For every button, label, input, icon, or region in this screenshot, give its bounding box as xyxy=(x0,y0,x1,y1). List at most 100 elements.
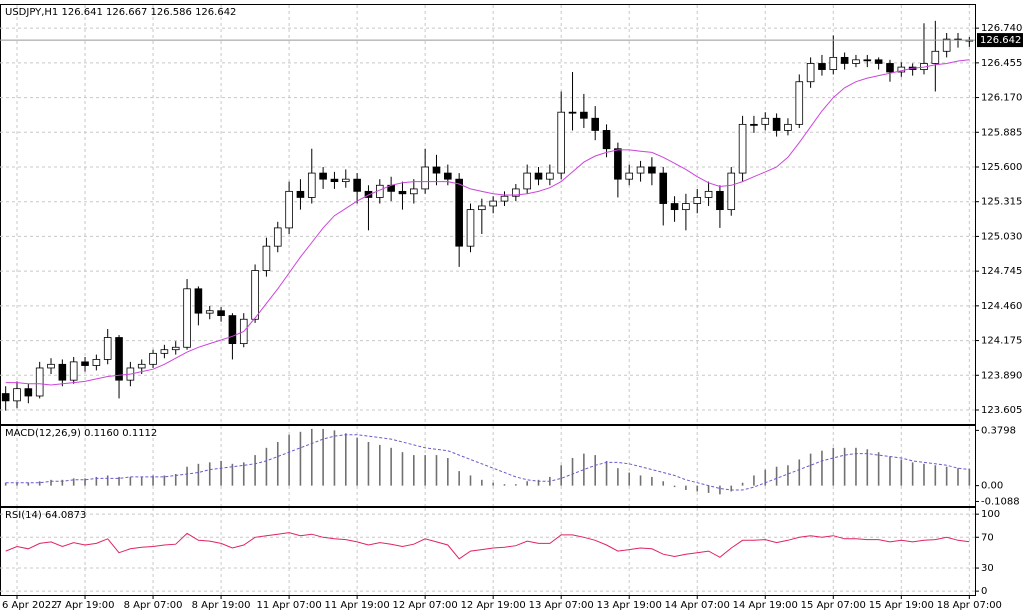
y-tick-label: 123.890 xyxy=(981,370,1022,381)
candle-body xyxy=(183,288,191,348)
y-tick-label: 100 xyxy=(981,509,1000,520)
candle-body xyxy=(648,166,656,174)
candle-body xyxy=(761,117,770,125)
candle-body xyxy=(137,363,146,369)
x-tick-label: 14 Apr 07:00 xyxy=(665,600,730,611)
candle-body xyxy=(251,270,259,320)
x-tick-label: 15 Apr 07:00 xyxy=(801,600,866,611)
y-tick-label: 125.030 xyxy=(981,231,1022,242)
x-tick-label: 14 Apr 19:00 xyxy=(733,600,798,611)
candle-body xyxy=(682,203,690,211)
x-tick-label: 12 Apr 07:00 xyxy=(393,600,458,611)
candle-body xyxy=(410,188,418,195)
candle-body xyxy=(285,190,293,229)
candle-body xyxy=(353,178,361,192)
x-tick-label: 12 Apr 19:00 xyxy=(461,600,526,611)
series-line xyxy=(5,59,970,386)
candle-body xyxy=(115,337,123,381)
candle-body xyxy=(886,63,894,73)
candle-body xyxy=(455,178,463,247)
y-tick-label: 70 xyxy=(981,532,994,543)
y-tick-label: 124.175 xyxy=(981,336,1022,347)
x-tick-label: 13 Apr 07:00 xyxy=(529,600,594,611)
last-price-box xyxy=(977,33,1023,48)
candle-body xyxy=(217,310,225,316)
candle-body xyxy=(580,111,588,119)
x-tick-label: 8 Apr 19:00 xyxy=(192,600,251,611)
candle-body xyxy=(103,337,112,360)
y-tick-label: 125.885 xyxy=(981,127,1022,138)
candle-body xyxy=(818,63,826,70)
y-tick-label: 0.00 xyxy=(981,481,1003,492)
candle-body xyxy=(13,388,21,402)
y-tick-label: 30 xyxy=(981,563,994,574)
candle-body xyxy=(727,172,736,211)
candle-body xyxy=(546,172,554,180)
candle-body xyxy=(149,352,157,365)
candle-body xyxy=(852,59,860,64)
candle-body xyxy=(500,195,509,202)
candle-body xyxy=(795,81,804,125)
candle-body xyxy=(47,363,55,369)
candle-body xyxy=(58,363,67,381)
candle-body xyxy=(738,123,747,174)
last-price-label: 126.642 xyxy=(980,35,1021,46)
candle-body xyxy=(319,172,327,180)
candle-body xyxy=(171,346,180,351)
candle-body xyxy=(693,197,702,204)
candle-body xyxy=(625,172,634,180)
candle-body xyxy=(330,178,339,183)
candle-body xyxy=(602,130,611,150)
candle-body xyxy=(806,63,815,83)
y-tick-label: 126.170 xyxy=(981,93,1022,104)
candle-body xyxy=(466,209,475,247)
candle-body xyxy=(716,190,724,211)
candle-body xyxy=(784,123,792,131)
candle-body xyxy=(523,172,531,190)
candle-body xyxy=(307,172,316,198)
candle-body xyxy=(614,148,622,180)
y-tick-label: 125.600 xyxy=(981,162,1022,173)
candle-body xyxy=(273,227,282,247)
candle-body xyxy=(568,111,577,114)
candle-body xyxy=(670,203,679,211)
panel-frame xyxy=(0,425,976,507)
candle-body xyxy=(829,56,838,70)
y-tick-label: 0.3798 xyxy=(981,425,1016,436)
y-tick-label: 126.740 xyxy=(981,23,1022,34)
y-tick-label: -0.1088 xyxy=(981,496,1020,507)
y-tick-label: 126.455 xyxy=(981,58,1022,69)
x-tick-label: 7 Apr 19:00 xyxy=(56,600,115,611)
candle-body xyxy=(35,367,44,397)
candle-body xyxy=(160,349,169,354)
candle-body xyxy=(659,172,668,204)
x-tick-label: 18 Apr 07:00 xyxy=(937,600,1002,611)
candle-body xyxy=(591,117,600,131)
y-tick-label: 0 xyxy=(981,586,987,597)
panel-title: USDJPY,H1 126.641 126.667 126.586 126.64… xyxy=(5,7,236,18)
candle-body xyxy=(750,123,758,126)
x-tick-label: 13 Apr 19:00 xyxy=(597,600,662,611)
candle-body xyxy=(557,111,565,174)
x-tick-label: 15 Apr 19:00 xyxy=(869,600,934,611)
candle-body xyxy=(863,59,872,62)
candle-body xyxy=(228,315,237,345)
candle-body xyxy=(24,388,33,397)
series-line xyxy=(5,532,970,560)
candle-body xyxy=(534,172,543,180)
x-tick-label: 11 Apr 19:00 xyxy=(325,600,390,611)
x-tick-label: 11 Apr 07:00 xyxy=(256,600,321,611)
y-tick-label: 123.605 xyxy=(981,405,1022,416)
candle-body xyxy=(398,190,407,195)
y-tick-label: 124.460 xyxy=(981,301,1022,312)
candle-body xyxy=(92,359,101,366)
candle-body xyxy=(1,393,10,402)
candle-body xyxy=(636,166,645,174)
candle-body xyxy=(81,361,89,366)
candle-body xyxy=(489,200,497,207)
candle-body xyxy=(296,190,305,198)
panel-title: RSI(14) 64.0873 xyxy=(5,510,86,521)
candle-body xyxy=(772,117,781,131)
candle-body xyxy=(444,172,452,180)
